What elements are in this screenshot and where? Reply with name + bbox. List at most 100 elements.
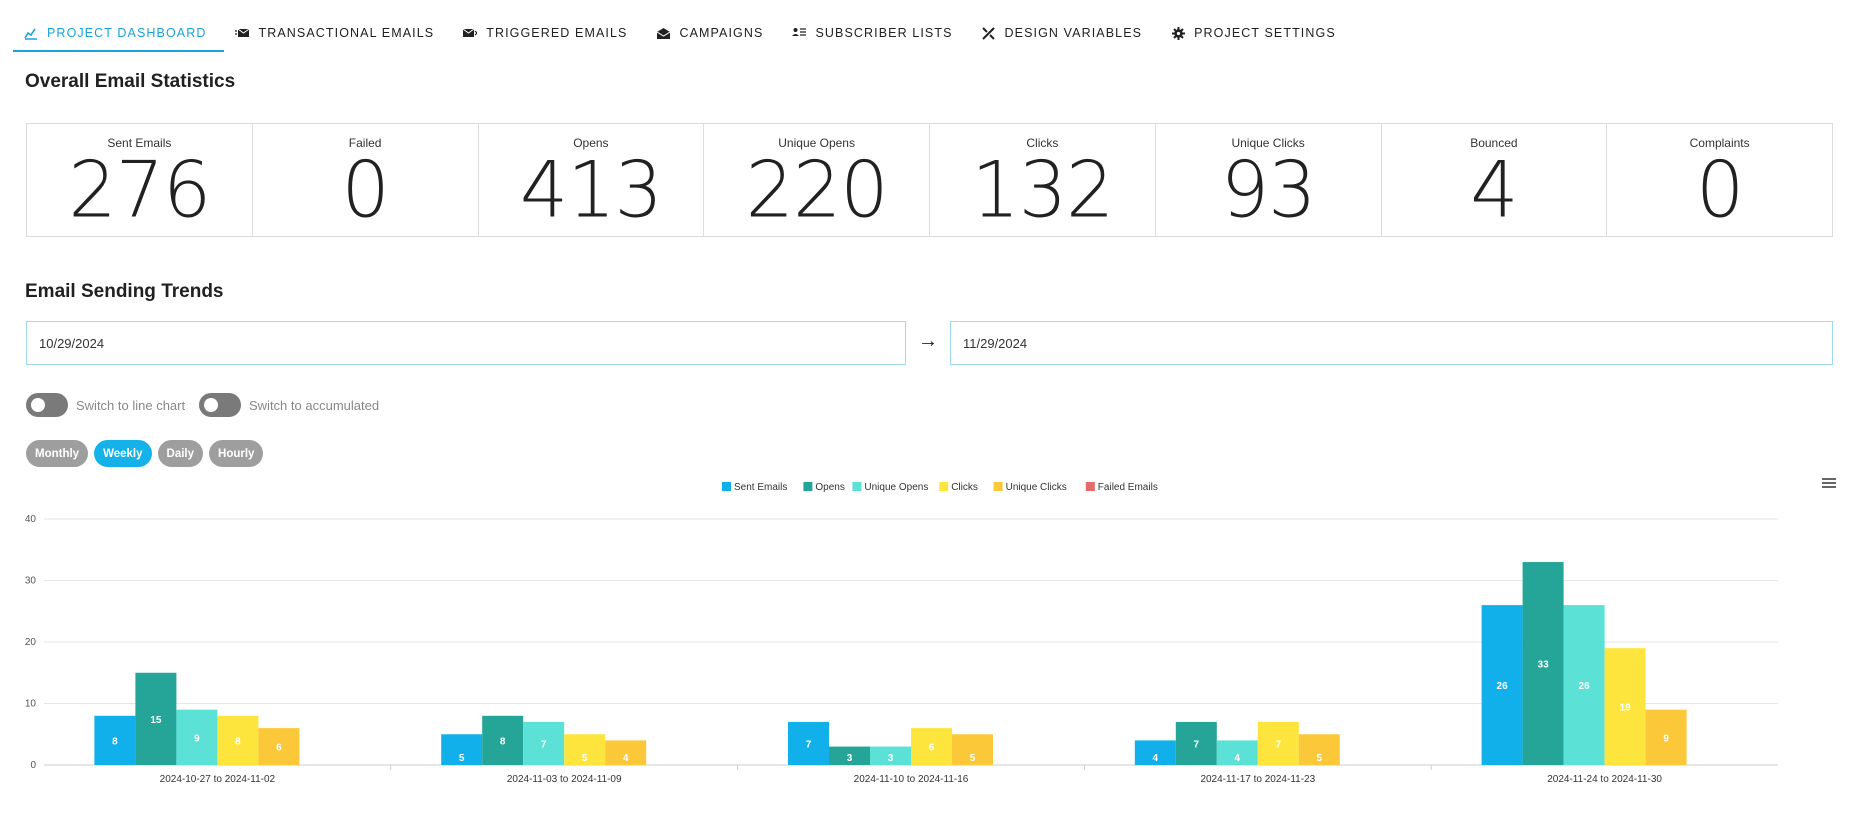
stat-failed: Failed 0 (253, 124, 479, 236)
legend-swatch (1085, 482, 1095, 491)
tab-label: TRANSACTIONAL EMAILS (258, 26, 435, 40)
bar (441, 734, 483, 765)
start-date-input[interactable]: 10/29/2024 (26, 321, 906, 365)
bar (1298, 734, 1340, 765)
bar (176, 709, 218, 765)
bar (217, 715, 259, 765)
email-fast-icon (234, 25, 250, 41)
tab-label: PROJECT SETTINGS (1194, 26, 1336, 40)
bar-value-label: 6 (929, 743, 935, 754)
bar (523, 721, 565, 765)
period-chips: Monthly Weekly Daily Hourly (26, 440, 264, 467)
bar (1481, 605, 1523, 765)
bar-value-label: 26 (1579, 681, 1591, 692)
bar-value-label: 7 (541, 739, 547, 750)
stat-unique-opens: Unique Opens 220 (704, 124, 930, 236)
tab-subscriber-lists[interactable]: SUBSCRIBER LISTS (781, 14, 970, 52)
tab-transactional-emails[interactable]: TRANSACTIONAL EMAILS (224, 14, 452, 52)
tab-label: DESIGN VARIABLES (1004, 26, 1143, 40)
stat-opens: Opens 413 (479, 124, 705, 236)
y-tick-label: 30 (25, 576, 37, 587)
y-tick-label: 20 (25, 637, 37, 648)
bar (482, 715, 524, 765)
end-date-input[interactable]: 11/29/2024 (950, 321, 1833, 365)
bar-value-label: 5 (459, 753, 465, 764)
tab-label: PROJECT DASHBOARD (47, 26, 207, 40)
chart-menu-icon[interactable] (1822, 478, 1836, 490)
nav-tabs: PROJECT DASHBOARD TRANSACTIONAL EMAILS T… (13, 14, 1354, 52)
bar-value-label: 9 (194, 733, 200, 744)
bar-value-label: 15 (150, 715, 162, 726)
stat-unique-clicks: Unique Clicks 93 (1156, 124, 1382, 236)
bar-value-label: 33 (1538, 660, 1550, 671)
bar (564, 734, 606, 765)
stat-value: 0 (341, 144, 389, 235)
stat-value: 276 (68, 144, 211, 235)
bar-value-label: 5 (970, 753, 976, 764)
bar (870, 746, 911, 765)
stat-clicks: Clicks 132 (930, 124, 1156, 236)
chip-monthly[interactable]: Monthly (26, 440, 89, 467)
legend-label: Failed Emails (1098, 482, 1158, 493)
accumulated-toggle[interactable]: Switch to accumulated (199, 393, 379, 417)
toggle-label: Switch to line chart (76, 397, 186, 413)
bar (1563, 605, 1605, 765)
stat-label: Bounced (1470, 136, 1518, 150)
line-chart-toggle[interactable]: Switch to line chart (26, 393, 185, 417)
bar-value-label: 6 (276, 743, 282, 754)
bar (829, 746, 870, 765)
x-tick-label: 2024-11-24 to 2024-11-30 (1547, 774, 1662, 785)
chip-daily[interactable]: Daily (157, 440, 204, 467)
x-tick-label: 2024-11-17 to 2024-11-23 (1200, 774, 1315, 785)
bar (258, 728, 300, 765)
bar-value-label: 3 (847, 753, 853, 764)
tab-design-variables[interactable]: DESIGN VARIABLES (971, 14, 1161, 52)
x-tick-label: 2024-10-27 to 2024-11-02 (160, 774, 276, 785)
stat-value: 220 (745, 144, 889, 235)
stats-title: Overall Email Statistics (25, 71, 236, 92)
chip-weekly[interactable]: Weekly (94, 440, 152, 467)
bar (135, 672, 177, 765)
bar-value-label: 3 (888, 753, 894, 764)
stat-label: Unique Clicks (1231, 136, 1305, 150)
bar-value-label: 4 (1235, 753, 1241, 764)
email-trends-chart: 0 10 20 30 40 Sent Emails Opens Unique Opens Cli… (25, 482, 1778, 785)
legend-label: Unique Opens (864, 482, 928, 493)
bar-value-label: 4 (1153, 753, 1159, 764)
bar-value-label: 26 (1497, 681, 1509, 692)
stat-bounced: Bounced 4 (1382, 124, 1608, 236)
stat-value: 93 (1220, 144, 1317, 235)
tab-campaigns[interactable]: CAMPAIGNS (645, 14, 781, 52)
tab-project-settings[interactable]: PROJECT SETTINGS (1160, 14, 1354, 52)
bar-value-label: 7 (1194, 739, 1200, 750)
stat-label: Clicks (1026, 136, 1059, 150)
stats-panel: Sent Emails 276 Failed 0 Opens 413 Uniqu… (26, 123, 1833, 237)
bar-value-label: 19 (1620, 703, 1632, 714)
legend-swatch (803, 482, 813, 491)
stat-complaints: Complaints 0 (1607, 124, 1832, 236)
stat-value: 0 (1695, 144, 1744, 235)
x-tick-label: 2024-11-10 to 2024-11-16 (854, 774, 969, 785)
toggle-switch[interactable] (26, 393, 68, 417)
email-arrow-icon (462, 25, 478, 41)
tab-label: TRIGGERED EMAILS (486, 26, 628, 40)
tab-project-dashboard[interactable]: PROJECT DASHBOARD (13, 14, 225, 52)
stat-sent-emails: Sent Emails 276 (27, 124, 253, 236)
bar-value-label: 5 (582, 753, 588, 764)
toggle-label: Switch to accumulated (249, 397, 380, 413)
y-tick-label: 40 (25, 514, 37, 525)
stat-label: Failed (348, 136, 382, 150)
chip-hourly[interactable]: Hourly (209, 440, 264, 467)
tab-label: SUBSCRIBER LISTS (815, 26, 953, 40)
bar (911, 728, 952, 765)
legend-label: Opens (815, 482, 844, 493)
toggle-switch[interactable] (199, 393, 241, 417)
stat-label: Opens (573, 136, 609, 150)
bar (1522, 562, 1564, 765)
dashboard-chart-icon (23, 25, 39, 41)
tab-triggered-emails[interactable]: TRIGGERED EMAILS (452, 14, 645, 52)
bar (605, 740, 647, 765)
bar (1134, 740, 1176, 765)
tab-label: CAMPAIGNS (679, 26, 764, 40)
design-tools-icon (981, 25, 997, 41)
